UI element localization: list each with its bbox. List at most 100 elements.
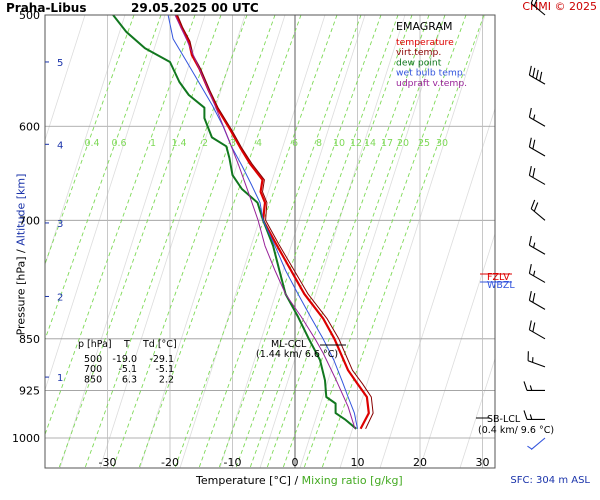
wind-barb-staff <box>529 329 546 340</box>
table-header-cell: T <box>123 339 130 350</box>
mixing-ratio-layer <box>45 15 485 468</box>
dry-adiabat-line <box>379 107 495 468</box>
mixing-ratio-label: 25 <box>418 138 430 149</box>
wind-barbs <box>523 0 546 450</box>
table-cell: 700 <box>84 364 102 375</box>
dry-adiabat-line <box>99 15 246 468</box>
mixing-ratio-line <box>198 15 362 468</box>
dry-adiabat-line <box>580 15 600 468</box>
wet_bulb-line <box>167 15 358 429</box>
wind-barb-feather <box>528 166 532 176</box>
wind-barb <box>523 410 545 420</box>
wind-barb-feather <box>528 320 532 330</box>
temperature-tick-label: -20 <box>161 456 179 469</box>
wind-barb-feather <box>532 67 536 78</box>
pressure-tick-label: 600 <box>19 120 40 133</box>
wind-barb-feather <box>532 168 536 178</box>
wind-barb-feather <box>528 107 532 118</box>
wind-barb-feather <box>528 137 532 148</box>
credit-label: CHMI © 2025 <box>522 0 597 13</box>
table-cell: -29.1 <box>149 354 174 365</box>
legend-entry-1: temperature <box>396 37 454 48</box>
dry-adiabat-line <box>0 15 5 468</box>
wind-barb <box>528 137 546 157</box>
table-header-cell: p [hPa] <box>78 339 112 350</box>
wind-barb-feather <box>523 410 528 420</box>
mixing-ratio-label: 6 <box>292 138 298 149</box>
wind-barb-staff <box>529 272 546 283</box>
virtual_temperature-line <box>177 15 374 430</box>
wind-barb-feather <box>533 0 538 7</box>
dry-adiabat-line <box>459 357 495 468</box>
wind-barb <box>528 320 546 340</box>
mixing-ratio-axis-label: Mixing ratio [g/kg] <box>301 474 403 487</box>
altitude-tick-label: 1 <box>57 373 63 384</box>
mixing-ratio-label: 0.4 <box>84 138 99 149</box>
wind-barb <box>528 291 546 310</box>
altitude-tick-label: 3 <box>57 219 63 230</box>
table-cell: 500 <box>84 354 102 365</box>
altitude-tick-label: 4 <box>57 140 63 151</box>
sounding-datetime: 29.05.2025 00 UTC <box>131 1 259 15</box>
pressure-tick-label: 500 <box>19 9 40 22</box>
series-layer <box>112 15 374 430</box>
station-name: Praha-Libus <box>6 1 87 15</box>
mixing-ratio-line <box>266 15 430 468</box>
mixing-ratio-line <box>138 15 302 468</box>
wind-barb-half-feather <box>529 385 533 391</box>
dry-adiabat-line <box>45 15 126 267</box>
mixing-ratio-line <box>45 15 162 341</box>
updraft-line <box>174 15 356 429</box>
table-cell: 2.2 <box>159 374 174 385</box>
ml-ccl-detail: (1.44 km/ 6.6 °C) <box>256 349 338 360</box>
dry-adiabat-line <box>299 15 446 468</box>
grid-layer <box>0 15 600 468</box>
mixing-ratio-line <box>249 15 413 468</box>
wind-barb <box>530 0 546 16</box>
dry-adiabat-line <box>419 232 495 468</box>
wind-barb-half-feather <box>533 270 536 276</box>
mixing-ratio-label: 14 <box>364 138 376 149</box>
dry-adiabat-line <box>45 15 86 142</box>
mixing-ratio-label: 20 <box>397 138 409 149</box>
tick-layer: 0.4 0.6 1 1.4 2 3 4 6 8 10 12 14 17 20 25 3050060070085… <box>12 9 496 469</box>
wind-barb-staff <box>529 116 546 127</box>
wind-barb-staff <box>529 299 546 310</box>
sb-lcl-detail: (0.4 km/ 9.6 °C) <box>478 425 554 436</box>
wind-barb-feather <box>532 293 536 303</box>
plot-frame <box>44 14 496 469</box>
mixing-ratio-line <box>321 15 485 468</box>
pressure-tick-label: 1000 <box>12 432 40 445</box>
wind-barb-staff <box>529 74 546 85</box>
mixing-ratio-label: 3 <box>230 138 236 149</box>
wbzl-label: WBZL <box>487 280 515 291</box>
mixing-ratio-line <box>45 15 196 436</box>
surface-elevation-note: SFC: 304 m ASL <box>510 475 590 486</box>
dry-adiabat-line <box>500 15 600 468</box>
wind-barb <box>523 381 545 391</box>
mixing-ratio-line <box>218 15 382 468</box>
temperature-tick-label: -10 <box>224 456 242 469</box>
dry-adiabat-line <box>139 15 286 468</box>
table-cell: 850 <box>84 374 102 385</box>
mixing-ratio-line <box>58 15 222 468</box>
dew_point-line <box>112 15 357 430</box>
mixing-ratio-label: 0.6 <box>111 138 126 149</box>
temperature-tick-label: -30 <box>99 456 117 469</box>
mixing-ratio-label: 1.4 <box>171 138 186 149</box>
wind-barb-feather <box>523 381 528 391</box>
wind-barb-feather <box>532 139 536 150</box>
legend-entry-4: wet bulb temp. <box>396 68 466 79</box>
wind-barb <box>528 107 546 127</box>
mixing-ratio-line <box>235 15 399 468</box>
legend-entry-3: dew point <box>396 57 442 68</box>
mixing-ratio-line <box>112 15 276 468</box>
mixing-ratio-line <box>174 15 338 468</box>
x-axis-label: Temperature [°C] / Mixing ratio [g/kg] <box>196 474 403 487</box>
mixing-ratio-label: 1 <box>150 138 156 149</box>
mixing-ratio-label: 17 <box>381 138 393 149</box>
mixing-ratio-label: 10 <box>333 138 345 149</box>
table-cell: -5.1 <box>118 364 137 375</box>
